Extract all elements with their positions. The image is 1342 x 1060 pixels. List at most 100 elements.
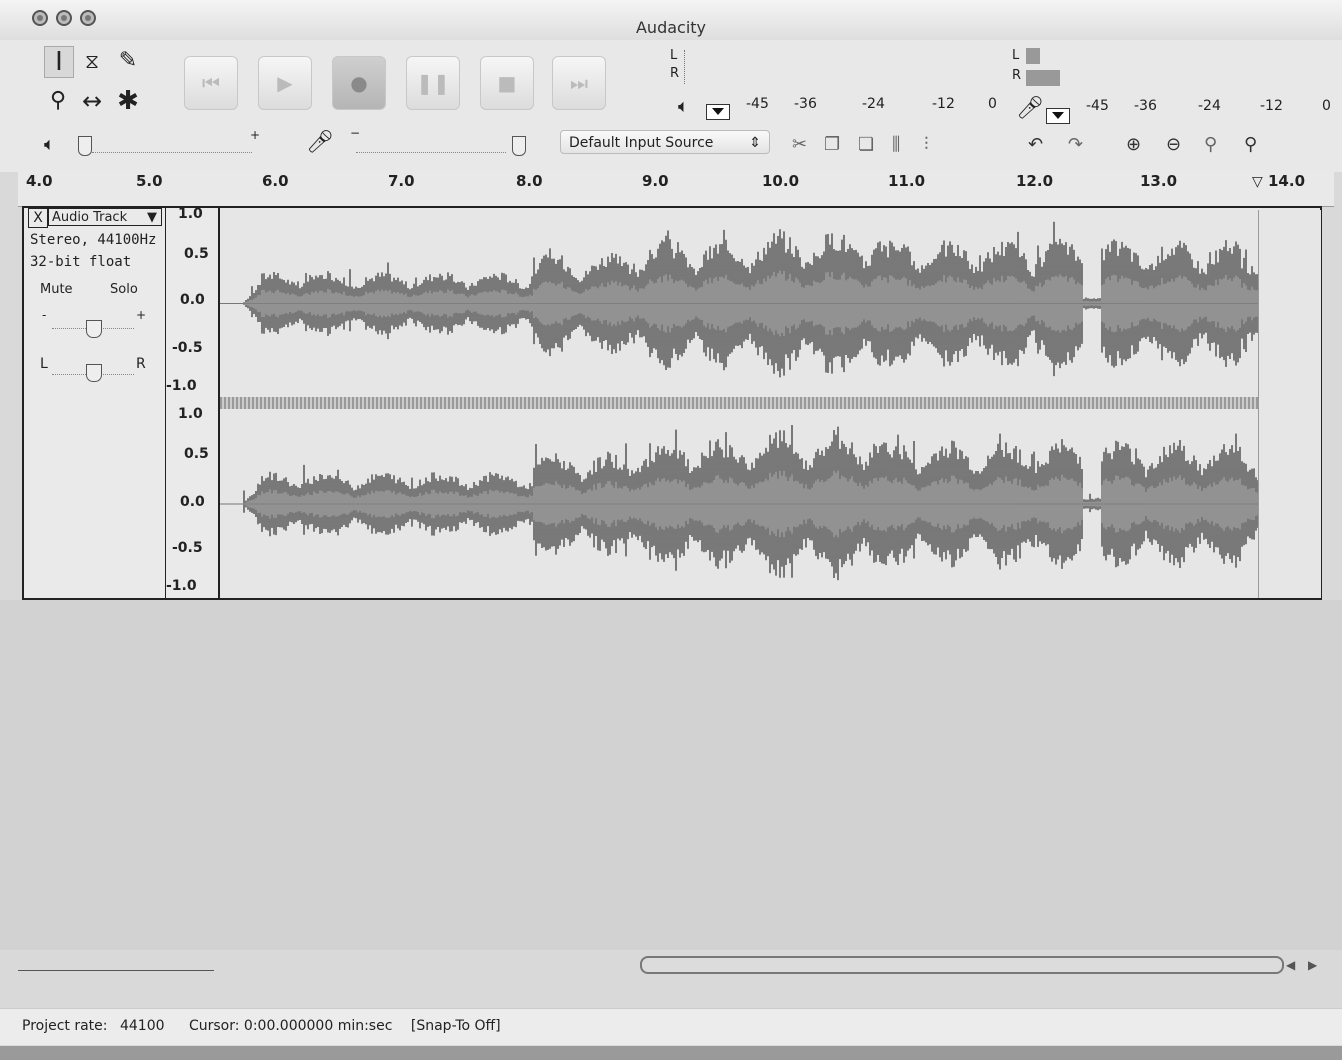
pan-right-label: R — [136, 356, 146, 372]
selection-tool-button[interactable]: I — [44, 46, 74, 78]
input-meter-tick: -24 — [1198, 98, 1221, 114]
input-volume-slider[interactable] — [356, 152, 506, 153]
close-track-button[interactable]: X — [28, 208, 48, 228]
paste-icon[interactable]: ❏ — [858, 134, 875, 155]
output-meter-menu-button[interactable] — [706, 104, 730, 120]
multi-tool-button[interactable]: ✱ — [114, 86, 142, 116]
waveform-left-svg — [220, 221, 1258, 378]
output-meter-bars — [684, 50, 995, 84]
amplitude-ruler — [166, 208, 220, 598]
waveform-right-channel[interactable] — [220, 410, 1258, 598]
project-rate-value[interactable]: 44100 — [119, 1018, 165, 1034]
magnifier-icon: ⚲ — [49, 88, 67, 113]
pause-button[interactable]: ❚❚ — [406, 56, 460, 110]
copy-icon[interactable]: ❐ — [824, 134, 841, 155]
stop-button[interactable]: ■ — [480, 56, 534, 110]
pause-icon: ❚❚ — [416, 71, 450, 95]
amplitude-label: -1.0 — [166, 578, 197, 594]
output-volume-plus: + — [250, 128, 261, 142]
amplitude-label: 0.5 — [184, 246, 209, 262]
output-meter-left-label: L — [670, 48, 678, 63]
updown-arrows-icon: ⇕ — [749, 135, 761, 151]
draw-tool-button[interactable]: ✎ — [114, 46, 142, 76]
input-meter-right-level — [1026, 70, 1060, 86]
envelope-icon: ⧖ — [84, 49, 100, 73]
track-name: Audio Track — [52, 210, 128, 225]
waveform-left-channel[interactable] — [220, 210, 1258, 397]
input-source-value: Default Input Source — [569, 135, 714, 151]
horizontal-scrollbar[interactable] — [640, 956, 1284, 974]
zoom-tool-button[interactable]: ⚲ — [44, 86, 72, 116]
input-meter-right-label: R — [1012, 68, 1022, 83]
ruler-tick: 12.0 — [1016, 172, 1054, 190]
input-meter-tick: -45 — [1086, 98, 1109, 114]
input-source-select[interactable]: Default Input Source ⇕ — [560, 130, 770, 154]
timeshift-tool-button[interactable]: ↔ — [78, 86, 106, 116]
amplitude-label: 0.0 — [180, 494, 205, 510]
output-volume-thumb[interactable] — [78, 136, 92, 156]
microphone-icon: 🎤︎ — [306, 130, 334, 155]
amplitude-label: 0.5 — [184, 446, 209, 462]
minimize-window-button[interactable] — [56, 10, 72, 26]
double-arrow-icon: ↔ — [81, 87, 103, 115]
status-bar — [0, 1008, 1342, 1045]
close-icon: X — [33, 210, 43, 226]
envelope-tool-button[interactable]: ⧖ — [78, 46, 106, 76]
skip-to-end-button[interactable]: ⏭ — [552, 56, 606, 110]
scroll-left-arrow-icon[interactable]: ◀ — [1286, 958, 1296, 972]
input-meter-menu-button[interactable] — [1046, 108, 1070, 124]
output-meter-tick: -45 — [746, 96, 769, 112]
play-button[interactable]: ▶ — [258, 56, 312, 110]
ruler-tick: 14.0 — [1268, 172, 1306, 190]
scroll-right-arrow-icon[interactable]: ▶ — [1308, 958, 1318, 972]
cut-icon[interactable]: ✂︎ — [792, 134, 808, 155]
zoom-in-icon[interactable]: ⊕ — [1126, 134, 1142, 155]
silence-icon[interactable]: ⫶ — [924, 134, 929, 155]
gain-slider-thumb[interactable] — [86, 320, 102, 338]
ruler-tick: 8.0 — [516, 172, 543, 190]
amplitude-label: 1.0 — [178, 206, 203, 222]
timeline-ruler[interactable] — [18, 170, 1334, 207]
amplitude-label: -0.5 — [172, 340, 203, 356]
ruler-tick: 7.0 — [388, 172, 415, 190]
output-meter-tick: 0 — [988, 96, 997, 112]
snap-status: [Snap-To Off] — [410, 1018, 501, 1034]
play-head-marker-icon: ▽ — [1252, 174, 1263, 190]
record-icon: ● — [350, 71, 368, 95]
close-window-button[interactable] — [32, 10, 48, 26]
fit-project-icon[interactable]: ⚲ — [1244, 134, 1258, 155]
fit-selection-icon[interactable]: ⚲ — [1204, 134, 1218, 155]
input-meter-tick: -36 — [1134, 98, 1157, 114]
asterisk-icon: ✱ — [117, 86, 139, 116]
ruler-tick: 6.0 — [262, 172, 289, 190]
zoom-window-button[interactable] — [80, 10, 96, 26]
pan-left-label: L — [40, 356, 48, 372]
waveform-right-svg — [220, 425, 1258, 581]
track-format: Stereo, 44100Hz — [30, 232, 157, 248]
output-volume-slider[interactable] — [92, 152, 252, 153]
mute-button[interactable]: Mute — [40, 282, 73, 297]
skip-to-start-button[interactable]: ⏮ — [184, 56, 238, 110]
empty-track-area[interactable] — [0, 600, 1342, 950]
amplitude-label: 0.0 — [180, 292, 205, 308]
input-volume-minus: − — [350, 126, 361, 140]
pan-slider-thumb[interactable] — [86, 364, 102, 382]
trim-icon[interactable]: ⫼ — [892, 134, 901, 155]
microphone-icon: 🎤︎ — [1016, 96, 1044, 121]
input-meter-left-label: L — [1012, 48, 1020, 63]
undo-icon[interactable]: ↶ — [1028, 134, 1044, 155]
zoom-out-icon[interactable]: ⊖ — [1166, 134, 1182, 155]
track-name-menu[interactable]: Audio Track ▼ — [48, 208, 162, 226]
speaker-icon: 🔈︎ — [44, 134, 55, 155]
redo-icon[interactable]: ↷ — [1068, 134, 1084, 155]
project-rate-label: Project rate: — [22, 1018, 108, 1034]
ruler-tick: 10.0 — [762, 172, 800, 190]
stop-icon: ■ — [497, 71, 517, 95]
amplitude-label: -1.0 — [166, 378, 197, 394]
horizontal-scroll-left-area — [18, 948, 214, 971]
solo-button[interactable]: Solo — [110, 282, 138, 297]
input-meter-left-level — [1026, 48, 1040, 64]
gain-plus: + — [136, 308, 147, 322]
input-volume-thumb[interactable] — [512, 136, 526, 156]
record-button[interactable]: ● — [332, 56, 386, 110]
